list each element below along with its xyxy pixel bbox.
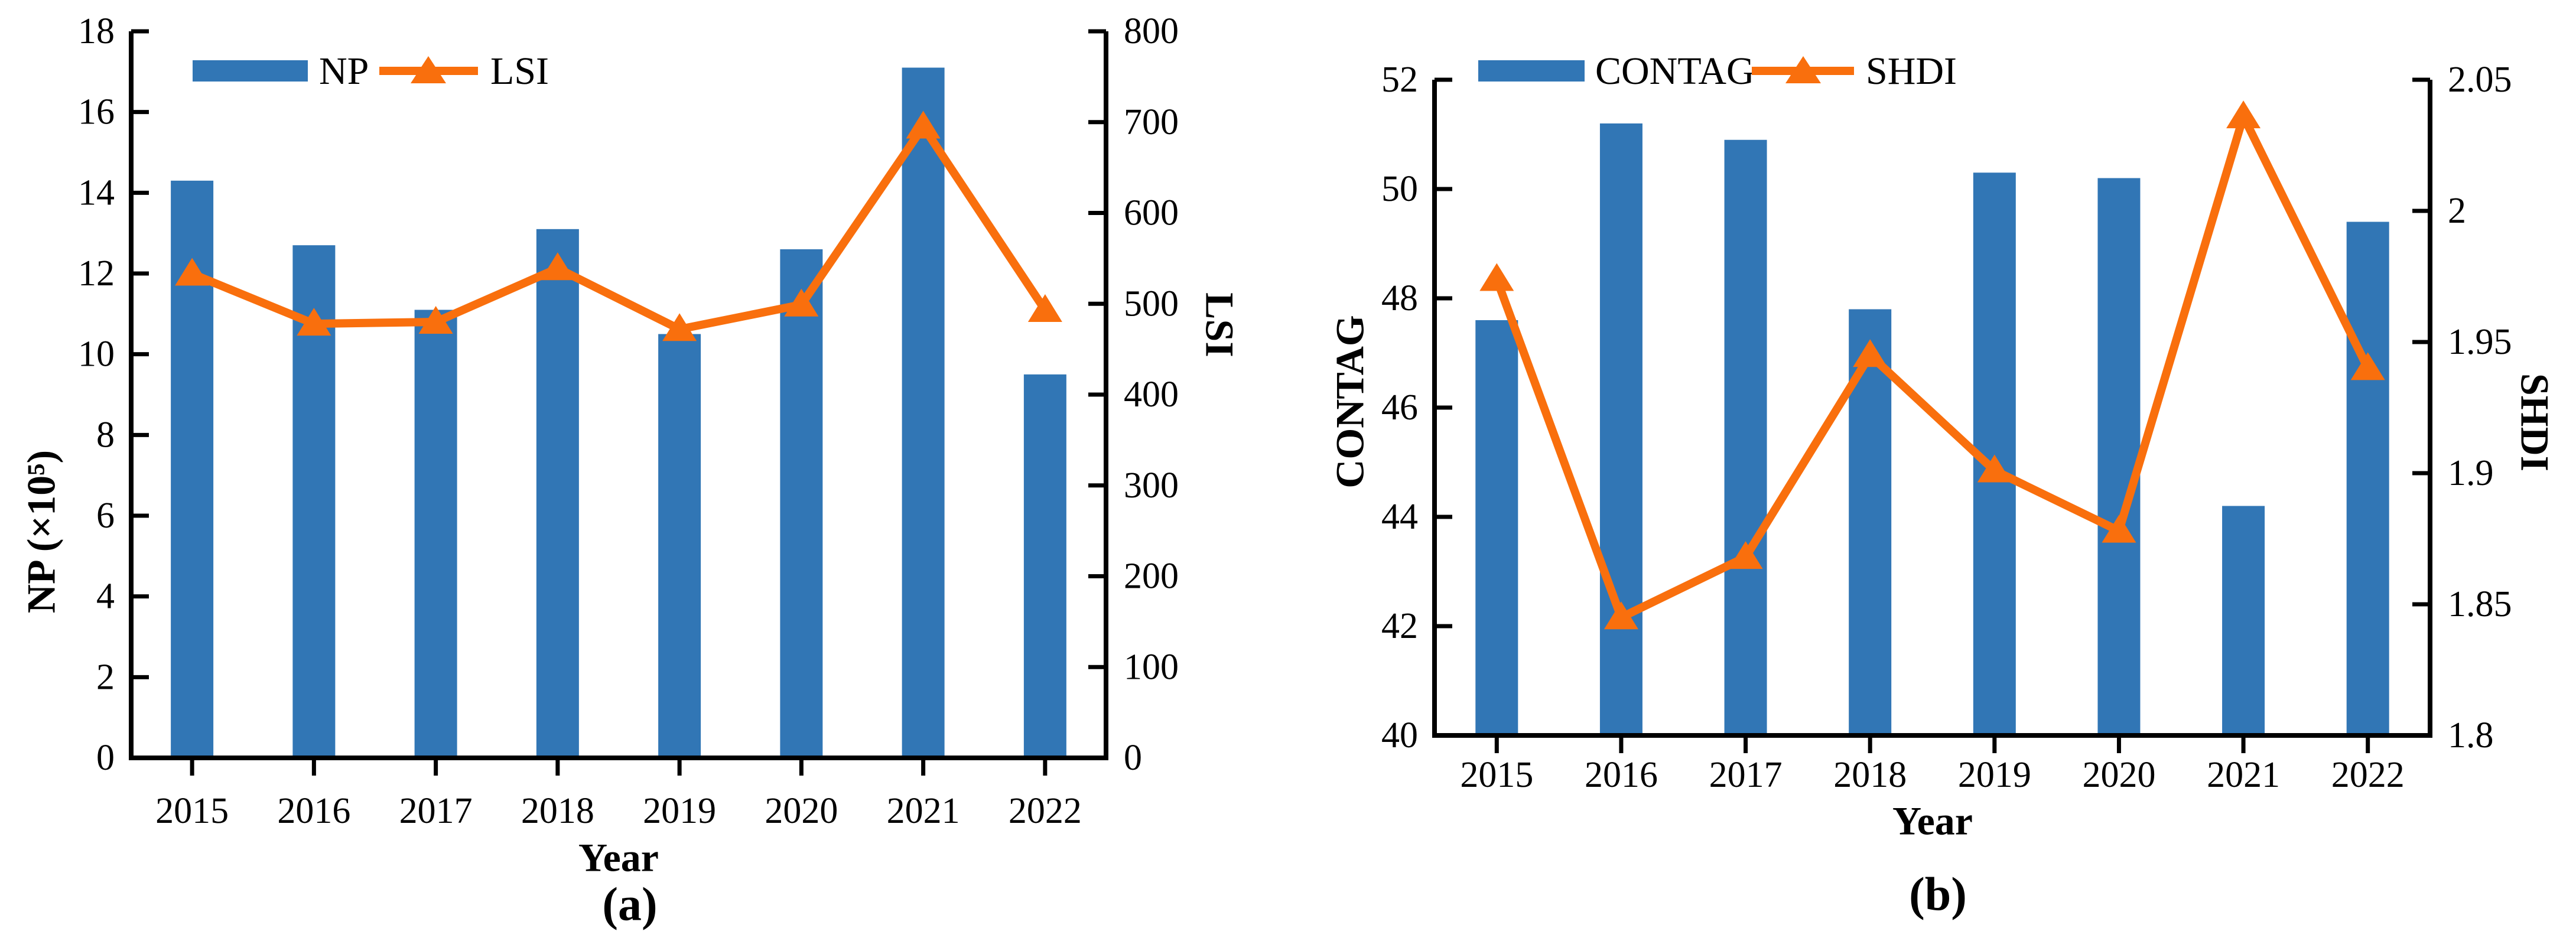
marker-LSI-2017 (418, 306, 453, 334)
right-tick-label: 700 (1124, 102, 1179, 142)
chart-a-canvas: 0 2 4 6 8 10 12 14 16 18 0 100 200 300 400 500 600 700 800… (78, 11, 1179, 831)
caption-a: (a) (602, 878, 658, 931)
bar-NP-2020 (780, 249, 823, 758)
bar-CONTAG-2016 (1599, 123, 1642, 735)
left-tick-label: 42 (1381, 606, 1418, 646)
panel-b: 40 42 44 46 48 50 52 1.8 1.85 1.9 1.95 2 2.05 2015 201… (1288, 0, 2576, 941)
marker-LSI-2021 (906, 110, 941, 139)
bar-NP-2019 (658, 334, 701, 758)
left-tick-label: 50 (1381, 169, 1418, 209)
np-legend-label: NP (319, 50, 369, 93)
left-tick-label: 18 (78, 11, 115, 51)
left-tick-label: 4 (96, 577, 115, 617)
x-tick-label-2019: 2019 (643, 791, 716, 831)
axis-title-year-a: Year (578, 835, 659, 880)
lsi-legend-label: LSI (490, 50, 549, 93)
left-tick-label: 0 (96, 738, 115, 778)
x-tick-label-2018: 2018 (521, 791, 594, 831)
chart-b-canvas: 40 42 44 46 48 50 52 1.8 1.85 1.9 1.95 2 2.05 2015 201… (1381, 60, 2512, 795)
marker-SHDI-2021 (2226, 100, 2261, 129)
x-tick-label-2016: 2016 (1585, 755, 1658, 795)
marker-LSI-2022 (1027, 294, 1062, 323)
left-tick-label: 8 (96, 415, 115, 455)
left-tick-label: 44 (1381, 497, 1418, 537)
left-tick-label: 16 (78, 92, 115, 132)
left-tick-label: 2 (96, 657, 115, 697)
marker-SHDI-2022 (2350, 352, 2385, 380)
right-tick-label: 1.95 (2448, 322, 2512, 362)
right-tick-label: 2 (2448, 191, 2466, 231)
contag-legend-label: CONTAG (1595, 50, 1755, 93)
left-tick-label: 6 (96, 496, 115, 536)
marker-SHDI-2019 (1977, 454, 2012, 483)
left-tick-label: 12 (78, 253, 115, 294)
right-tick-label: 200 (1124, 556, 1179, 597)
right-tick-label: 100 (1124, 647, 1179, 687)
left-tick-label: 48 (1381, 278, 1418, 318)
left-tick-label: 10 (78, 334, 115, 375)
marker-LSI-2015 (175, 258, 210, 286)
x-tick-label-2020: 2020 (765, 791, 838, 831)
bar-CONTAG-2017 (1724, 139, 1767, 735)
marker-SHDI-2016 (1604, 601, 1638, 630)
axis-title-contag: CONTAG (1327, 315, 1372, 489)
x-tick-label-2020: 2020 (2082, 755, 2155, 795)
bar-NP-2022 (1023, 374, 1066, 758)
x-tick-label-2017: 2017 (1709, 755, 1783, 795)
caption-b: (b) (1909, 868, 1967, 921)
shdi-legend-label: SHDI (1866, 50, 1957, 93)
axis-title-shdi: SHDI (2512, 373, 2558, 472)
marker-SHDI-2017 (1728, 541, 1763, 569)
np-legend-swatch (193, 60, 308, 82)
bar-NP-2018 (536, 229, 579, 758)
bar-CONTAG-2022 (2346, 222, 2389, 735)
x-tick-label-2022: 2022 (1009, 791, 1082, 831)
right-tick-label: 500 (1124, 284, 1179, 324)
x-tick-label-2015: 2015 (1460, 755, 1533, 795)
axis-title-np: NP (×10⁵) (18, 450, 64, 614)
x-tick-label-2017: 2017 (399, 791, 473, 831)
marker-SHDI-2020 (2102, 515, 2136, 543)
marker-LSI-2018 (540, 252, 575, 281)
axis-title-lsi: LSI (1197, 292, 1243, 357)
axis-title-year-b: Year (1892, 798, 1973, 844)
panel-a: 0 2 4 6 8 10 12 14 16 18 0 100 200 300 400 500 600 700 800… (18, 11, 1243, 931)
line-LSI (190, 122, 1049, 334)
left-tick-label: 46 (1381, 388, 1418, 428)
bar-CONTAG-2021 (2222, 506, 2265, 735)
bar-CONTAG-2015 (1475, 320, 1518, 735)
marker-LSI-2020 (784, 288, 819, 317)
x-tick-label-2019: 2019 (1958, 755, 2031, 795)
line-SHDI (1492, 112, 2372, 622)
right-tick-label: 800 (1124, 11, 1179, 51)
bar-CONTAG-2020 (2097, 178, 2141, 735)
marker-SHDI-2018 (1853, 339, 1888, 367)
left-tick-label: 52 (1381, 60, 1418, 100)
left-tick-label: 40 (1381, 715, 1418, 756)
marker-SHDI-2015 (1479, 263, 1514, 291)
lsi-legend-triangle-icon (411, 56, 446, 83)
shdi-legend-triangle-icon (1785, 56, 1821, 83)
bar-NP-2021 (902, 67, 945, 758)
right-tick-label: 400 (1124, 375, 1179, 415)
left-tick-label: 14 (78, 172, 115, 213)
x-tick-label-2016: 2016 (277, 791, 350, 831)
right-tick-label: 300 (1124, 465, 1179, 506)
right-tick-label: 2.05 (2448, 60, 2512, 100)
right-tick-label: 1.8 (2448, 715, 2494, 756)
x-tick-label-2018: 2018 (1833, 755, 1907, 795)
right-tick-label: 0 (1124, 738, 1142, 778)
right-tick-label: 1.85 (2448, 584, 2512, 624)
x-tick-label-2015: 2015 (155, 791, 229, 831)
marker-LSI-2019 (662, 313, 697, 341)
contag-legend-swatch (1478, 60, 1585, 82)
marker-LSI-2016 (297, 308, 331, 336)
right-tick-label: 1.9 (2448, 453, 2494, 493)
right-tick-label: 600 (1124, 193, 1179, 233)
x-tick-label-2021: 2021 (887, 791, 960, 831)
x-tick-label-2022: 2022 (2331, 755, 2405, 795)
bar-NP-2017 (414, 310, 457, 758)
x-tick-label-2021: 2021 (2207, 755, 2280, 795)
